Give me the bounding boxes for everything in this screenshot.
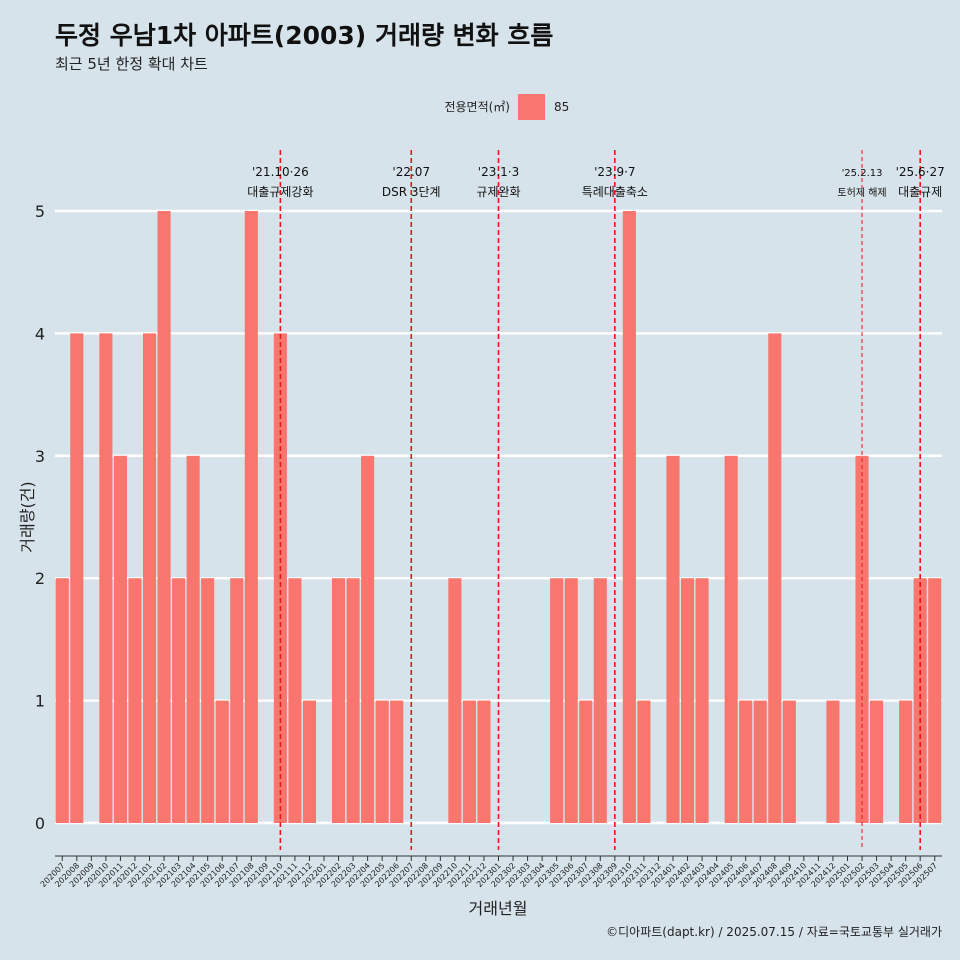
bar [724,455,738,823]
bar [99,333,113,823]
y-tick-label: 5 [35,202,45,221]
bar [928,578,942,823]
bar [215,700,229,823]
bar [550,578,564,823]
bar [826,700,840,823]
bar [768,333,782,823]
legend-swatch [518,94,545,120]
bar [142,333,157,823]
bar [390,700,404,823]
bar [332,578,346,823]
event-label: 대출규제 [898,185,942,199]
bar [55,578,69,823]
chart-subtitle: 최근 5년 한정 확대 차트 [55,55,208,73]
bar [157,211,171,823]
bar [579,700,593,823]
event-lines: '21.10·26 대출규제강화 '22.07 DSR 3단계 '23.1·3 규제완화 '… [247,150,945,850]
bar [680,578,695,823]
event-date: '23.1·3 [478,165,519,179]
y-axis: 0 1 2 3 4 5 [35,202,45,833]
bar [899,700,913,823]
event-label: 대출규제강화 [247,185,313,199]
legend-entry: 85 [554,100,569,114]
bar [564,578,578,823]
legend-title: 전용면적(㎡) [444,100,510,114]
bar [230,578,244,823]
event-date: '23.9·7 [594,165,635,179]
bar [375,700,389,823]
bar [477,700,491,823]
bars [55,211,942,823]
bar [462,700,476,823]
event-label: 특례대출축소 [582,185,648,199]
chart-title: 두정 우남1차 아파트(2003) 거래량 변화 흐름 [55,21,553,50]
bar [113,455,127,823]
event-date: '22.07 [392,165,430,179]
x-axis-title: 거래년월 [469,899,528,918]
bar [361,455,375,823]
y-tick-label: 2 [35,569,45,588]
bar [622,211,636,823]
bar [302,700,317,823]
legend: 전용면적(㎡) 85 [444,94,569,120]
bar [448,578,462,823]
bar [70,333,84,823]
bar [637,700,651,823]
bar [666,455,680,823]
bar [186,455,200,823]
bar [913,578,927,823]
event-date: '25.6·27 [896,165,945,179]
y-tick-label: 4 [35,324,45,343]
bar [753,700,767,823]
bar [172,578,186,823]
y-tick-label: 1 [35,692,45,711]
event-label: 규제완화 [476,185,520,199]
y-axis-title: 거래량(건) [18,481,37,552]
bar [870,700,884,823]
event-date: '25.2.13 [842,168,883,179]
bar [782,700,796,823]
bar [128,578,142,823]
event-label: 토허제 해제 [837,186,886,199]
y-tick-label: 0 [35,814,45,833]
bar [244,211,258,823]
bar [201,578,215,823]
bar [593,578,607,823]
bar [288,578,302,823]
y-tick-label: 3 [35,447,45,466]
bar [855,455,869,823]
event-label: DSR 3단계 [382,185,441,199]
caption: ©디아파트(dapt.kr) / 2025.07.15 / 자료=국토교통부 실… [606,925,942,939]
bar [346,578,360,823]
event-date: '21.10·26 [252,165,309,179]
bar [695,578,709,823]
bar [739,700,753,823]
